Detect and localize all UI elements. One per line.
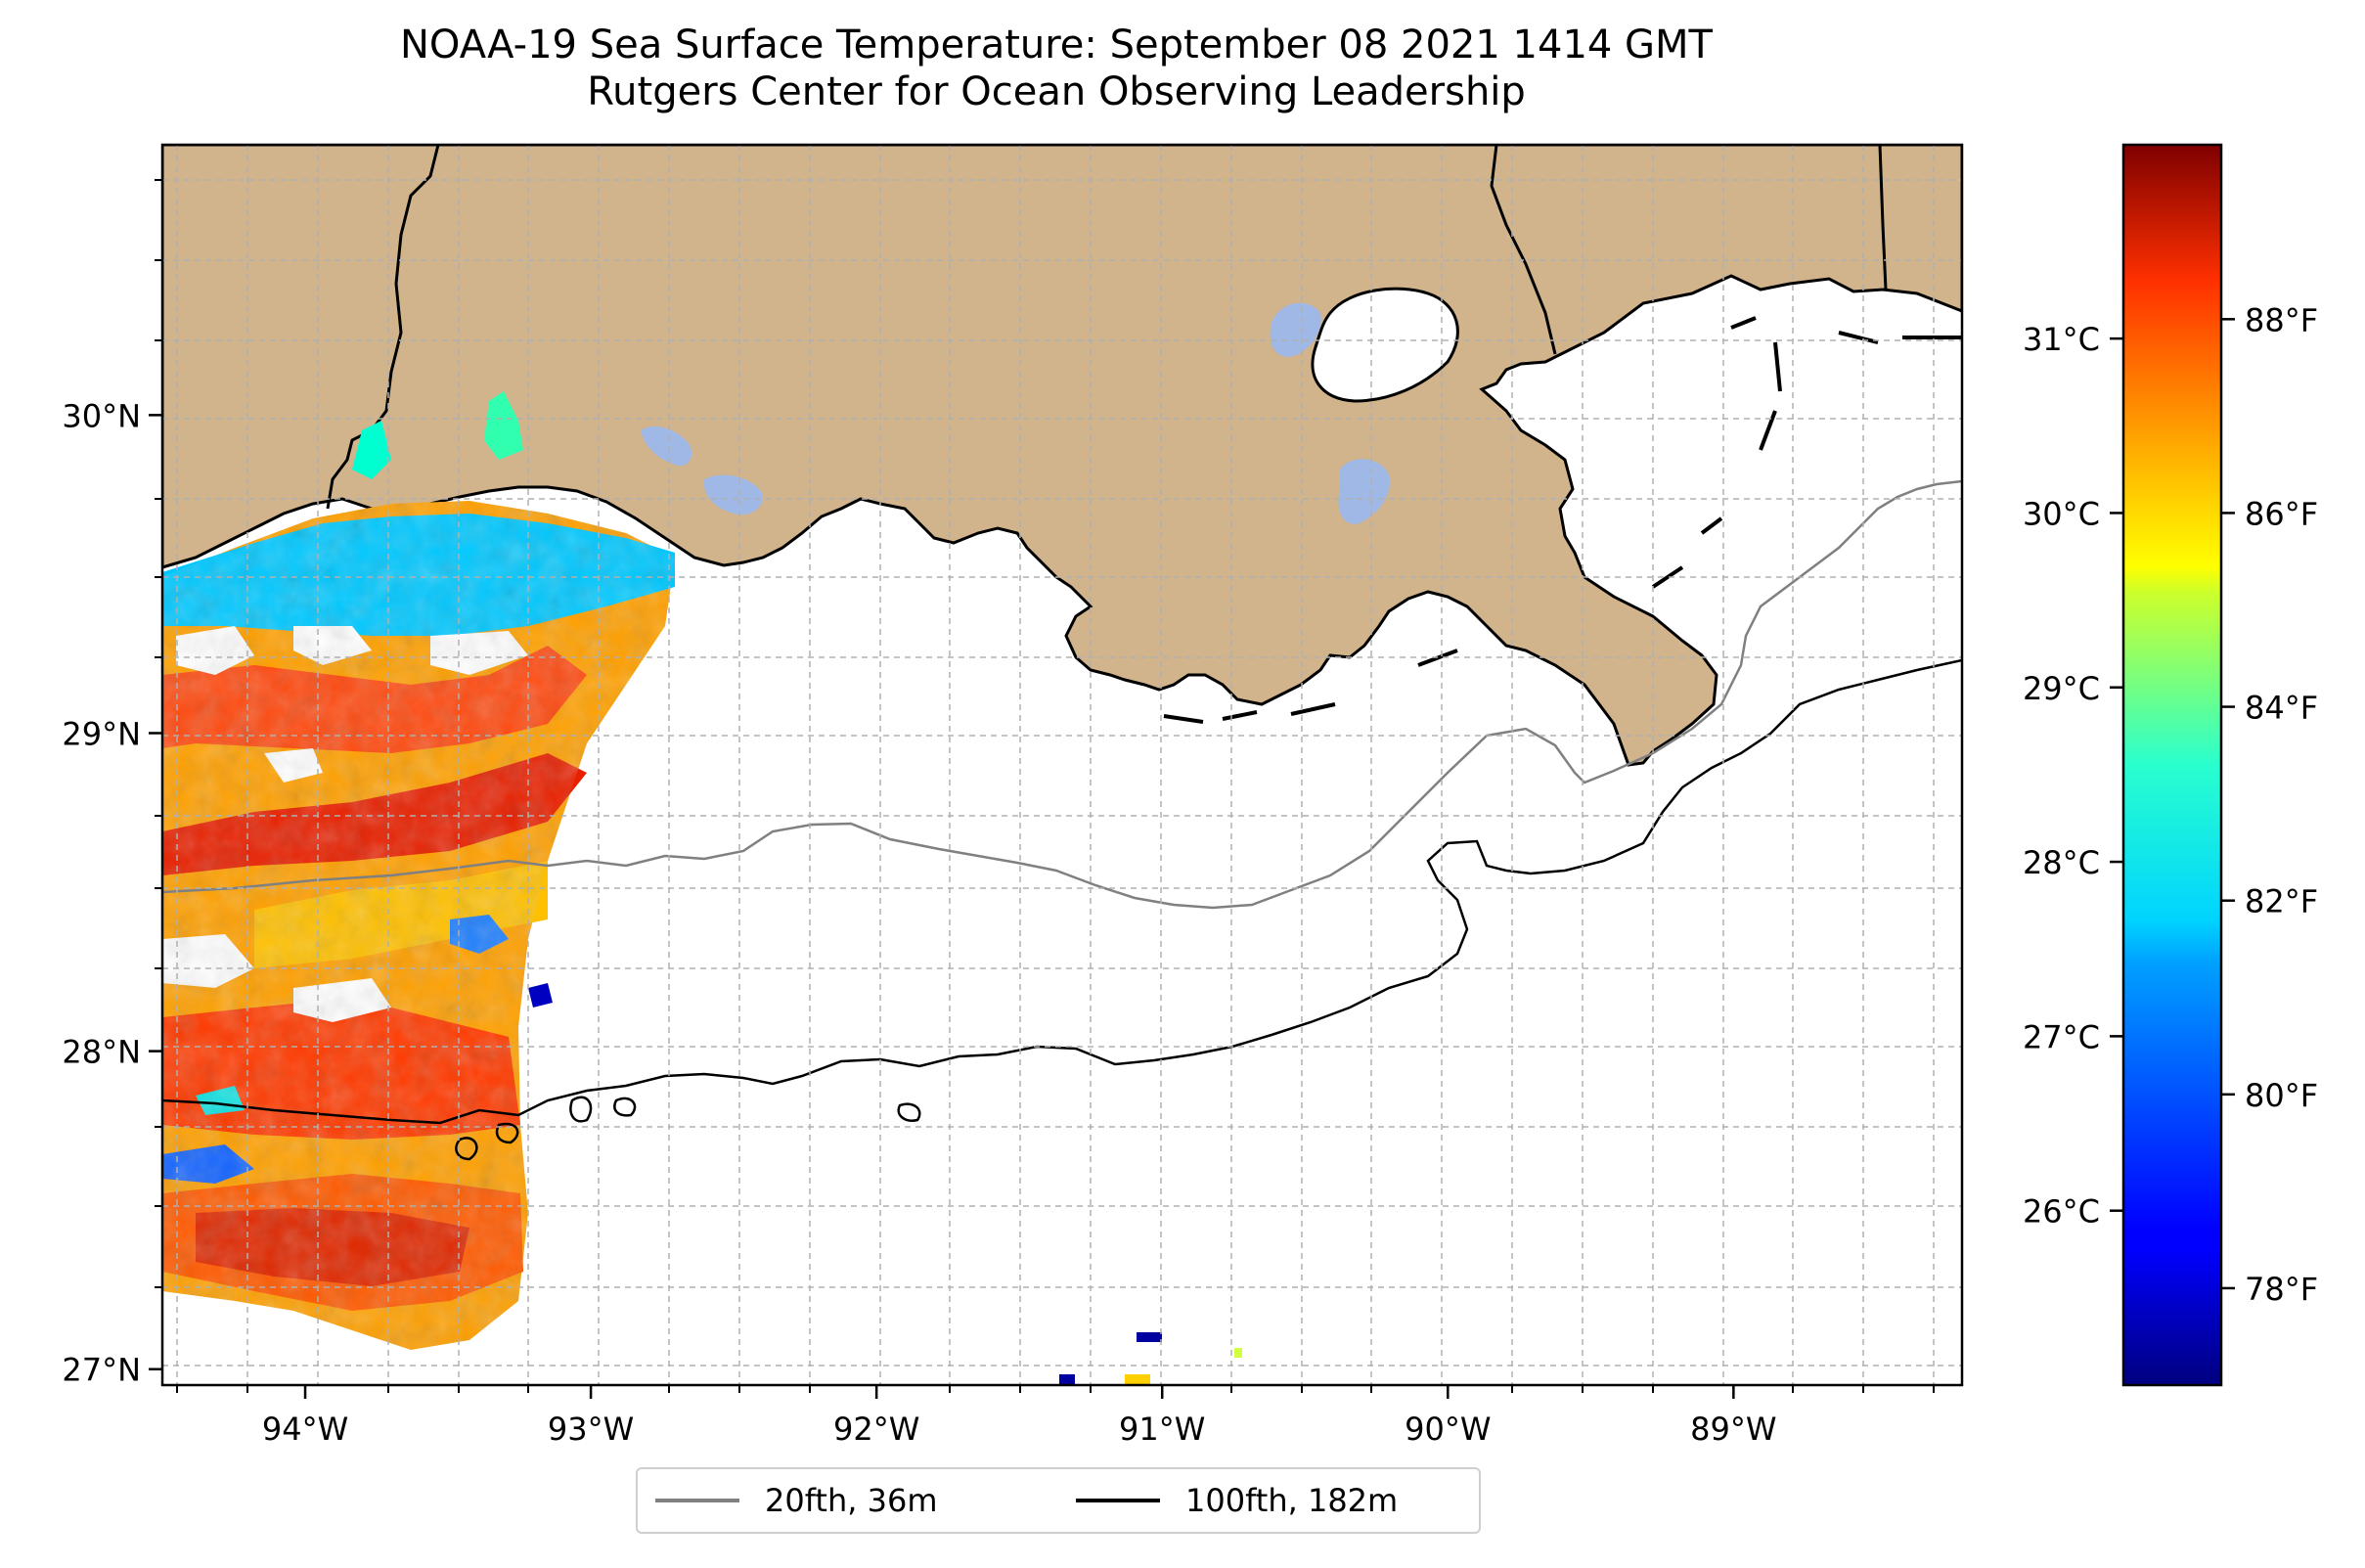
legend-item-20fth: 20fth, 36m bbox=[655, 1469, 937, 1532]
title-line-2: Rutgers Center for Ocean Observing Leade… bbox=[587, 69, 1526, 114]
state-border-tx-la bbox=[326, 145, 440, 510]
latitude-axis: 27°N 28°N 29°N 30°N bbox=[62, 397, 162, 1389]
legend-item-100fth: 100fth, 182m bbox=[1076, 1469, 1398, 1532]
colorbar-f-tick-label: 84°F bbox=[2245, 690, 2318, 727]
isobath-100fth bbox=[162, 658, 1962, 1125]
sst-speck bbox=[1125, 1374, 1150, 1384]
colorbar-celsius-axis: 26°C 27°C 28°C 29°C 30°C 31°C bbox=[2023, 321, 2123, 1231]
colorbar bbox=[2121, 143, 2223, 1387]
lake-blue-4 bbox=[703, 474, 764, 515]
colorbar-c-tick-label: 28°C bbox=[2023, 844, 2100, 881]
isobath-100fth-island bbox=[495, 1122, 519, 1144]
lon-tick-label: 91°W bbox=[1119, 1411, 1205, 1448]
minor-ticks bbox=[155, 179, 1935, 1393]
legend-label-100fth: 100fth, 182m bbox=[1185, 1482, 1399, 1519]
state-border-ms-al bbox=[1878, 145, 1888, 291]
longitude-axis: 94°W 93°W 92°W 91°W 90°W 89°W bbox=[262, 1385, 1777, 1448]
colorbar-f-tick-label: 80°F bbox=[2245, 1077, 2318, 1114]
isobath-100fth-island bbox=[613, 1097, 637, 1117]
gridlines bbox=[162, 145, 1962, 1385]
legend-swatch-20fth bbox=[655, 1499, 739, 1502]
colorbar-f-tick-label: 86°F bbox=[2245, 495, 2318, 532]
lake-blue-3 bbox=[641, 426, 692, 467]
colorbar-f-tick-label: 82°F bbox=[2245, 883, 2318, 920]
sst-speck bbox=[1059, 1374, 1075, 1384]
colorbar-c-tick-label: 27°C bbox=[2023, 1018, 2100, 1055]
lon-tick-label: 93°W bbox=[548, 1411, 634, 1448]
lon-tick-label: 90°W bbox=[1405, 1411, 1491, 1448]
lat-tick-label: 28°N bbox=[62, 1034, 141, 1071]
colorbar-c-tick-label: 29°C bbox=[2023, 670, 2100, 707]
sst-speck bbox=[1234, 1348, 1242, 1358]
colorbar-fahrenheit-axis: 78°F 80°F 82°F 84°F 86°F 88°F bbox=[2221, 301, 2318, 1308]
isobath-100fth-island bbox=[455, 1137, 478, 1161]
chart-title: NOAA-19 Sea Surface Temperature: Septemb… bbox=[0, 22, 2113, 115]
map-frame bbox=[160, 143, 1964, 1387]
colorbar-c-tick-label: 26°C bbox=[2023, 1193, 2100, 1231]
colorbar-c-tick-label: 30°C bbox=[2023, 495, 2100, 532]
isobath-100fth-island bbox=[897, 1102, 921, 1122]
sst-speck bbox=[1137, 1332, 1162, 1342]
lat-tick-label: 27°N bbox=[62, 1352, 141, 1389]
lake-blue-2 bbox=[1338, 459, 1390, 524]
colorbar-f-tick-label: 88°F bbox=[2245, 301, 2318, 338]
title-line-1: NOAA-19 Sea Surface Temperature: Septemb… bbox=[400, 22, 1713, 67]
colorbar-f-tick-label: 78°F bbox=[2245, 1271, 2318, 1308]
state-border-la-ms bbox=[1490, 145, 1557, 355]
colorbar-c-tick-label: 31°C bbox=[2023, 321, 2100, 358]
legend: 20fth, 36m 100fth, 182m bbox=[636, 1467, 1481, 1534]
isobath-20fth bbox=[162, 479, 1962, 910]
lon-tick-label: 89°W bbox=[1690, 1411, 1776, 1448]
lake-blue-1 bbox=[1270, 302, 1321, 357]
lake-pontchartrain bbox=[1311, 287, 1459, 403]
lat-tick-label: 29°N bbox=[62, 715, 141, 752]
isobath-100fth-island bbox=[569, 1096, 593, 1123]
lon-tick-label: 92°W bbox=[833, 1411, 919, 1448]
legend-label-20fth: 20fth, 36m bbox=[765, 1482, 938, 1519]
legend-swatch-100fth bbox=[1076, 1499, 1160, 1502]
lat-tick-label: 30°N bbox=[62, 397, 141, 434]
sst-swath bbox=[162, 391, 675, 1350]
barrier-islands bbox=[1163, 316, 1962, 724]
lon-tick-label: 94°W bbox=[262, 1411, 348, 1448]
